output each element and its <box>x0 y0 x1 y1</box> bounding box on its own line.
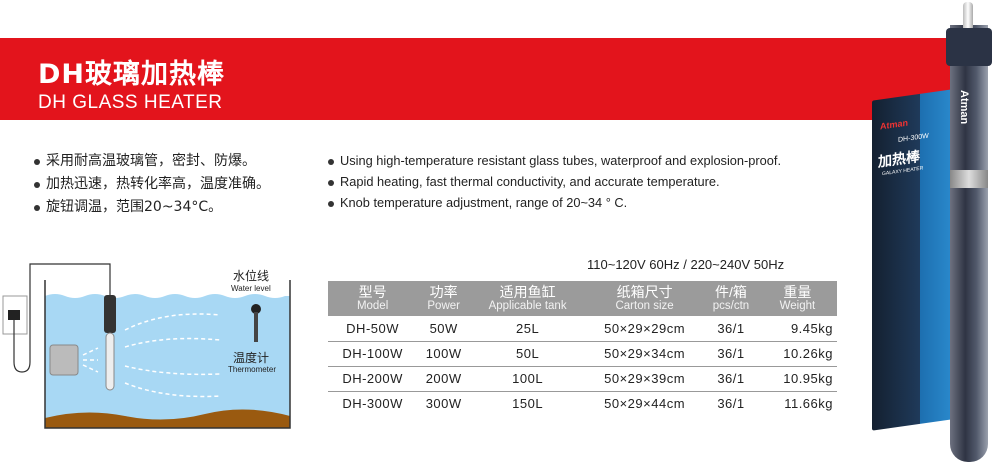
table-row: DH-200W 200W 100L 50×29×39cm 36/1 10.95kg <box>328 366 837 392</box>
table-cell: 150L <box>512 396 544 412</box>
tank-outline <box>44 280 291 429</box>
table-cell: 50W <box>417 316 471 342</box>
thermometer-label-en: Thermometer <box>228 365 276 374</box>
title-banner <box>0 38 955 120</box>
table-cell: DH-200W <box>328 366 418 392</box>
table-row: DH-50W 50W 25L 50×29×29cm 36/1 9.45kg <box>328 316 837 342</box>
table-cell: 36/1 <box>704 341 758 367</box>
table-cell: 10.26kg <box>757 341 837 367</box>
table-cell: 300W <box>425 396 462 412</box>
features-en: Using high-temperature resistant glass t… <box>328 150 781 213</box>
table-cell: 50×29×29cm <box>585 316 705 342</box>
thermometer-icon <box>251 304 261 314</box>
gravel <box>45 409 290 428</box>
feature-item: Using high-temperature resistant glass t… <box>328 150 781 171</box>
feature-item: Rapid heating, fast thermal conductivity… <box>328 171 781 192</box>
feature-item: 采用耐高温玻璃管，密封、防爆。 <box>34 150 270 173</box>
col-power: 功率 Power <box>417 281 471 316</box>
table-cell: DH-100W <box>328 341 418 367</box>
table-cell: 50×29×44cm <box>604 396 686 412</box>
table-cell: 36/1 <box>704 366 758 392</box>
feature-item: 旋钮调温，范围20~34°C。 <box>34 196 270 219</box>
table-cell: 100L <box>470 366 586 392</box>
thermometer-label: 温度计 <box>233 350 269 365</box>
table-row: DH-300W 300W 150L 50×29×44cm 36/1 11.66kg <box>328 391 837 416</box>
col-weight: 重量 Weight <box>757 281 837 316</box>
table-cell: 100W <box>417 341 471 367</box>
table-cell: 25L <box>470 316 586 342</box>
table-cell: 10.95kg <box>757 366 837 392</box>
col-pcs: 件/箱 pcs/ctn <box>704 281 758 316</box>
page-subtitle: DH GLASS HEATER <box>38 92 223 113</box>
table-cell: 50L <box>470 341 586 367</box>
voltage-note: 110~120V 60Hz / 220~240V 50Hz <box>587 257 785 272</box>
water-level-label-en: Water level <box>231 284 271 293</box>
feature-item: 加热迅速，热转化率高，温度准确。 <box>34 173 270 196</box>
power-cord <box>13 263 111 373</box>
table-cell: 36/1 <box>704 316 758 342</box>
feature-item: Knob temperature adjustment, range of 20… <box>328 192 781 213</box>
table-row: DH-100W 100W 50L 50×29×34cm 36/1 10.26kg <box>328 341 837 367</box>
table-cell: DH-300W <box>342 396 403 412</box>
heater-icon <box>104 295 116 333</box>
heater-photo <box>950 25 988 462</box>
aquarium-diagram: 水位线 Water level 温度计 Thermometer <box>2 263 291 429</box>
table-cell: 11.66kg <box>784 396 833 412</box>
knob <box>950 170 988 188</box>
filter-icon <box>49 344 79 376</box>
water-level-label: 水位线 <box>233 268 269 283</box>
table-cell: 36/1 <box>717 396 745 412</box>
plug-icon <box>8 310 20 320</box>
table-cell: 50×29×34cm <box>585 341 705 367</box>
table-cell: 9.45kg <box>757 316 837 342</box>
table-cell: 50×29×39cm <box>585 366 705 392</box>
table-cell: 200W <box>417 366 471 392</box>
product-box: Atman DH-300W 加热棒 GALAXY HEATER <box>872 89 952 431</box>
col-tank: 适用鱼缸 Applicable tank <box>470 281 586 316</box>
spec-table: 型号 Model 功率 Power 适用鱼缸 Applicable tank 纸箱尺寸… <box>328 281 837 416</box>
table-cell: DH-50W <box>328 316 418 342</box>
features-cn: 采用耐高温玻璃管，密封、防爆。 加热迅速，热转化率高，温度准确。 旋钮调温，范围… <box>34 150 270 219</box>
table-header: 型号 Model 功率 Power 适用鱼缸 Applicable tank 纸箱尺寸… <box>328 281 837 316</box>
col-carton: 纸箱尺寸 Carton size <box>585 281 705 316</box>
page-title: DH玻璃加热棒 <box>38 59 226 90</box>
col-model: 型号 Model <box>328 281 418 316</box>
